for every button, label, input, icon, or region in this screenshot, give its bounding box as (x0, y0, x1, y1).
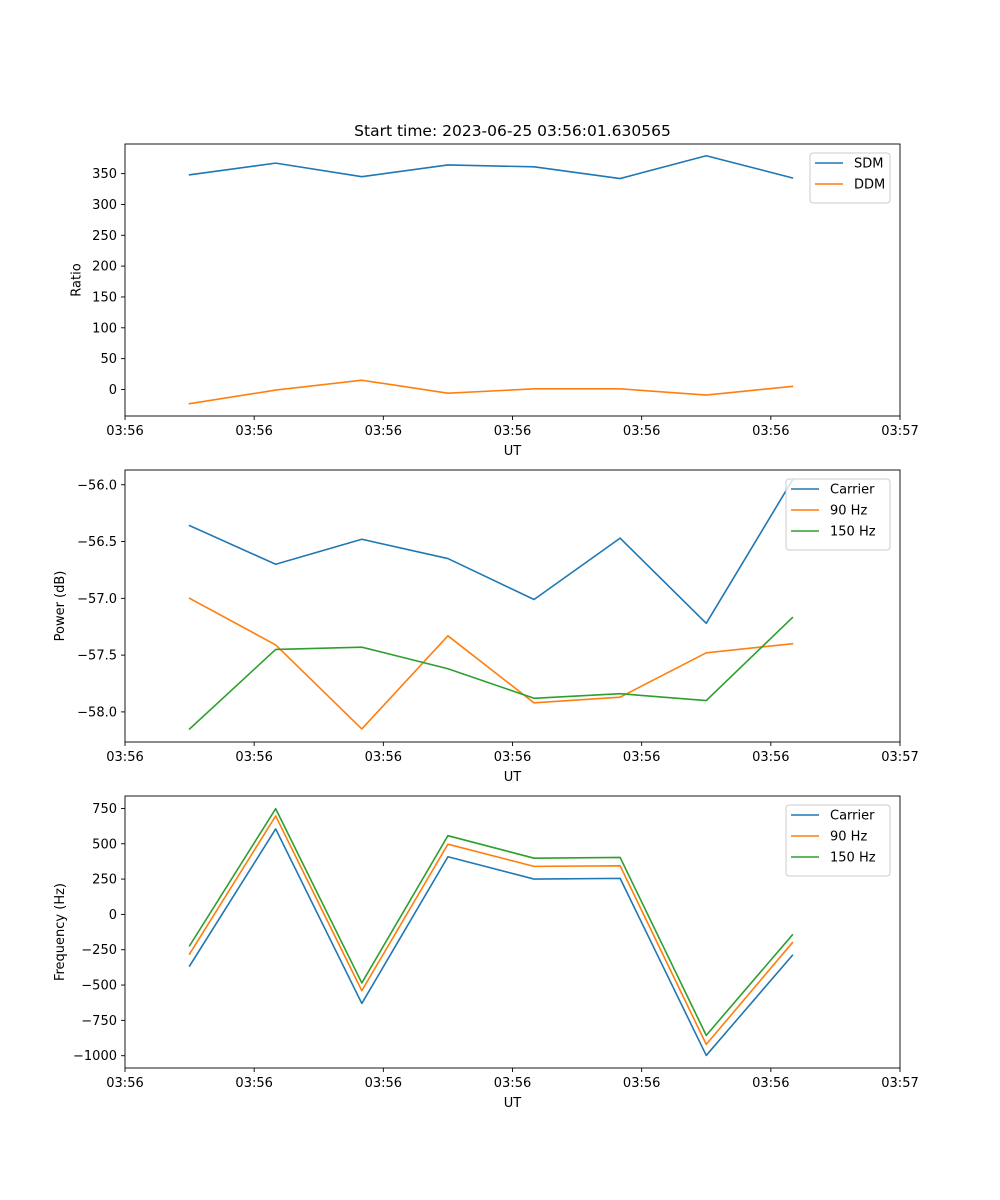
y-tick-label: 0 (109, 908, 117, 923)
x-tick-label: 03:57 (881, 424, 918, 439)
x-tick-label: 03:56 (365, 424, 402, 439)
y-tick-label: 300 (92, 198, 117, 213)
plot-frame (124, 795, 901, 1069)
x-tick-label: 03:56 (365, 750, 402, 765)
panel-3: 03:56 03:56 03:56 03:56 03:56 03:56 03:57 −1000… (53, 795, 919, 1111)
x-axis-label: UT (504, 770, 522, 785)
series-line-ddm (188, 379, 794, 405)
y-tick-label: −750 (81, 1014, 117, 1029)
x-tick-label: 03:56 (365, 1076, 402, 1091)
x-tick-label: 03:56 (235, 1076, 272, 1091)
y-tick-label: 0 (109, 383, 117, 398)
x-tick-label: 03:56 (235, 424, 272, 439)
legend-label: SDM (854, 157, 883, 172)
x-tick-label: 03:56 (623, 750, 660, 765)
y-axis-label: Power (dB) (53, 571, 68, 642)
x-tick-label: 03:56 (106, 750, 143, 765)
y-axis-label: Frequency (Hz) (53, 883, 68, 981)
x-tick-label: 03:56 (752, 750, 789, 765)
series-line-carrier (188, 479, 794, 625)
legend: Carrier 90 Hz 150 Hz (785, 478, 891, 551)
x-tick-label: 03:57 (881, 1076, 918, 1091)
plot-frame (124, 469, 901, 743)
legend-box (809, 152, 891, 204)
x-tick-label: 03:56 (752, 1076, 789, 1091)
y-tick-label: 750 (92, 802, 117, 817)
legend-label: 150 Hz (830, 851, 876, 866)
legend-box (785, 478, 891, 551)
legend-label: 90 Hz (830, 504, 867, 519)
legend: Carrier 90 Hz 150 Hz (785, 804, 891, 877)
panel-2: 03:56 03:56 03:56 03:56 03:56 03:56 03:57 −58.0… (53, 469, 919, 785)
y-tick-label: −56.0 (77, 478, 117, 493)
y-tick-label: 500 (92, 837, 117, 852)
series-line-carrier (188, 828, 794, 1057)
chart-title: Start time: 2023-06-25 03:56:01.630565 (354, 122, 671, 140)
y-tick-label: 150 (92, 290, 117, 305)
series-line-150-hz (188, 807, 794, 1037)
series-line-150-hz (188, 616, 794, 731)
x-tick-label: 03:56 (494, 750, 531, 765)
y-tick-label: 250 (92, 873, 117, 888)
y-tick-label: −57.0 (77, 592, 117, 607)
y-axis-label: Ratio (69, 263, 84, 296)
legend-label: 90 Hz (830, 830, 867, 845)
y-tick-label: −500 (81, 979, 117, 994)
x-tick-label: 03:56 (106, 1076, 143, 1091)
x-tick-label: 03:56 (623, 1076, 660, 1091)
y-tick-label: 50 (100, 352, 117, 367)
x-tick-label: 03:57 (881, 750, 918, 765)
y-tick-label: 350 (92, 167, 117, 182)
x-tick-label: 03:56 (623, 424, 660, 439)
plot-frame (124, 143, 901, 417)
series-line-90-hz (188, 815, 794, 1046)
panel-1: Start time: 2023-06-25 03:56:01.63056503… (69, 122, 918, 459)
y-tick-label: −58.0 (77, 705, 117, 720)
y-tick-label: 200 (92, 260, 117, 275)
y-tick-label: 250 (92, 229, 117, 244)
x-tick-label: 03:56 (494, 1076, 531, 1091)
legend-label: 150 Hz (830, 525, 876, 540)
x-tick-label: 03:56 (494, 424, 531, 439)
y-tick-label: 100 (92, 321, 117, 336)
y-tick-label: −250 (81, 943, 117, 958)
y-tick-label: −1000 (73, 1049, 117, 1064)
y-tick-label: −57.5 (77, 649, 117, 664)
legend: SDM DDM (809, 152, 891, 204)
y-tick-label: −56.5 (77, 535, 117, 550)
series-line-sdm (188, 154, 794, 180)
x-axis-label: UT (504, 444, 522, 459)
legend-label: Carrier (830, 809, 875, 824)
legend-label: Carrier (830, 483, 875, 498)
x-axis-label: UT (504, 1096, 522, 1111)
legend-label: DDM (854, 178, 885, 193)
x-tick-label: 03:56 (752, 424, 789, 439)
series-line-90-hz (188, 597, 794, 730)
legend-box (785, 804, 891, 877)
x-tick-label: 03:56 (235, 750, 272, 765)
x-tick-label: 03:56 (106, 424, 143, 439)
